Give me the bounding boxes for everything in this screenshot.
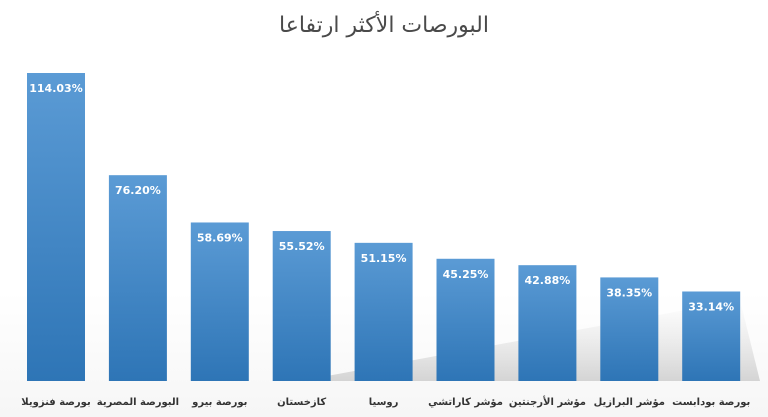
bar-2 <box>108 175 167 381</box>
data-label-1: 114.03% <box>29 82 82 95</box>
data-label-9: 33.14% <box>688 300 734 313</box>
category-label-1: بورصة فنزويلا <box>21 397 90 408</box>
data-label-3: 58.69% <box>197 231 243 244</box>
data-label-5: 51.15% <box>361 252 407 265</box>
category-label-2: البورصة المصرية <box>97 397 179 408</box>
bar-9 <box>682 291 741 381</box>
data-label-6: 45.25% <box>443 268 489 281</box>
category-label-5: روسيا <box>369 397 399 408</box>
bar-1 <box>27 73 85 381</box>
category-label-6: مؤشر كاراتشي <box>428 397 503 408</box>
category-label-3: بورصة بيرو <box>191 397 247 408</box>
bar-6 <box>436 258 495 381</box>
data-label-8: 38.35% <box>606 286 652 299</box>
bar-3 <box>190 222 249 381</box>
bar-5 <box>354 242 413 381</box>
bar-8 <box>600 277 659 381</box>
data-label-4: 55.52% <box>279 240 325 253</box>
chart-title: البورصات الأكثر ارتفاعا <box>279 11 489 38</box>
data-label-7: 42.88% <box>524 274 570 287</box>
bar-7 <box>518 265 577 381</box>
category-label-8: مؤشر البرازيل <box>594 397 665 408</box>
category-label-9: بورصة بودابست <box>672 397 750 408</box>
data-label-2: 76.20% <box>115 184 161 197</box>
category-label-4: كازخستان <box>277 397 326 408</box>
bar-4 <box>272 231 331 381</box>
category-label-7: مؤشر الأرجنتين <box>509 395 586 408</box>
